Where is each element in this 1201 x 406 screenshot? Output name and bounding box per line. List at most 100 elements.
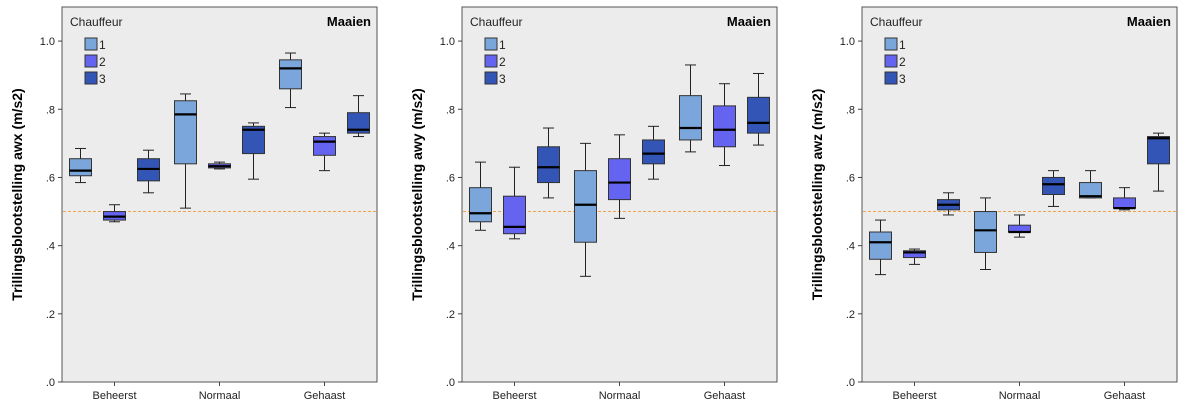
x-tick-label: Normaal bbox=[599, 390, 641, 402]
box-iqr bbox=[869, 231, 892, 260]
box-normaal-chauffeur-1 bbox=[174, 93, 197, 209]
y-tick-label: .2 bbox=[446, 309, 455, 321]
box-beheerst-chauffeur-2 bbox=[103, 204, 126, 223]
legend-swatch-2 bbox=[884, 54, 898, 68]
legend-swatch-2 bbox=[84, 54, 98, 68]
y-axis-label: Trillingsblootstelling awy (m/s2) bbox=[409, 88, 425, 300]
legend-label-3: 3 bbox=[499, 72, 506, 86]
y-tick-label: .2 bbox=[46, 309, 55, 321]
box-iqr bbox=[174, 100, 197, 165]
box-normaal-chauffeur-2 bbox=[1008, 214, 1031, 238]
box-iqr bbox=[1042, 176, 1065, 195]
y-tick-label: .4 bbox=[446, 241, 455, 253]
box-iqr bbox=[713, 105, 736, 148]
legend-label-1: 1 bbox=[899, 38, 906, 52]
box-gehaast-chauffeur-3 bbox=[747, 72, 770, 146]
box-gehaast-chauffeur-2 bbox=[313, 132, 336, 172]
chart-panel-awz: .0 .2 .4 .6 .8 1.0 Trillingsblootstelling awz … bbox=[800, 0, 1200, 406]
box-normaal-chauffeur-3 bbox=[642, 125, 665, 180]
box-iqr bbox=[608, 158, 631, 201]
box-iqr bbox=[642, 139, 665, 165]
box-gehaast-chauffeur-2 bbox=[1113, 187, 1136, 211]
box-iqr bbox=[1113, 197, 1136, 209]
box-gehaast-chauffeur-1 bbox=[1079, 170, 1102, 199]
y-tick-label: .6 bbox=[446, 172, 455, 184]
panel-annotation: Maaien bbox=[727, 14, 771, 29]
box-iqr bbox=[469, 187, 492, 223]
box-gehaast-chauffeur-3 bbox=[347, 95, 370, 138]
box-gehaast-chauffeur-3 bbox=[1147, 132, 1170, 192]
legend-title: Chauffeur bbox=[470, 15, 522, 29]
y-tick-label: .4 bbox=[46, 241, 55, 253]
box-normaal-chauffeur-1 bbox=[974, 197, 997, 270]
y-tick-label: .8 bbox=[446, 104, 455, 116]
y-tick-label: .0 bbox=[846, 377, 855, 389]
legend-title: Chauffeur bbox=[870, 15, 922, 29]
y-tick-label: 1.0 bbox=[440, 36, 455, 48]
y-tick-label: .4 bbox=[846, 241, 855, 253]
y-axis-label: Trillingsblootstelling awz (m/s2) bbox=[809, 89, 825, 301]
y-tick-label: .0 bbox=[46, 377, 55, 389]
y-tick-label: .0 bbox=[446, 377, 455, 389]
legend-label-3: 3 bbox=[899, 72, 906, 86]
box-gehaast-chauffeur-1 bbox=[679, 64, 702, 153]
plot-area bbox=[861, 6, 1178, 383]
box-iqr bbox=[1079, 182, 1102, 199]
box-iqr bbox=[242, 125, 265, 155]
legend-label-1: 1 bbox=[99, 38, 106, 52]
legend-title: Chauffeur bbox=[70, 15, 122, 29]
box-iqr bbox=[974, 211, 997, 253]
box-beheerst-chauffeur-3 bbox=[937, 192, 960, 216]
y-tick-label: .6 bbox=[846, 172, 855, 184]
legend-label-1: 1 bbox=[499, 38, 506, 52]
box-beheerst-chauffeur-3 bbox=[537, 127, 560, 199]
box-iqr bbox=[279, 59, 302, 90]
boxplot-chart-awx: .0 .2 .4 .6 .8 1.0 Trillingsblootstelling awx … bbox=[9, 6, 378, 402]
legend-swatch-3 bbox=[884, 71, 898, 85]
panel-annotation: Maaien bbox=[1127, 14, 1171, 29]
panel-annotation: Maaien bbox=[327, 14, 371, 29]
box-beheerst-chauffeur-1 bbox=[869, 219, 892, 276]
x-tick-label: Gehaast bbox=[304, 390, 346, 402]
box-beheerst-chauffeur-3 bbox=[137, 149, 160, 194]
box-normaal-chauffeur-2 bbox=[208, 161, 231, 170]
y-tick-label: .8 bbox=[846, 104, 855, 116]
box-iqr bbox=[1147, 136, 1170, 165]
chart-panel-awy: .0 .2 .4 .6 .8 1.0 Trillingsblootstelling awy … bbox=[400, 0, 800, 406]
box-normaal-chauffeur-3 bbox=[1042, 170, 1065, 207]
x-tick-label: Beheerst bbox=[892, 390, 936, 402]
y-axis-label: Trillingsblootstelling awx (m/s2) bbox=[9, 88, 25, 300]
x-tick-label: Beheerst bbox=[92, 390, 136, 402]
box-beheerst-chauffeur-2 bbox=[903, 248, 926, 265]
legend-label-3: 3 bbox=[99, 72, 106, 86]
box-beheerst-chauffeur-1 bbox=[469, 161, 492, 231]
legend-swatch-1 bbox=[884, 37, 898, 51]
box-normaal-chauffeur-2 bbox=[608, 134, 631, 219]
box-gehaast-chauffeur-1 bbox=[279, 52, 302, 109]
box-beheerst-chauffeur-1 bbox=[69, 147, 92, 184]
y-tick-label: .2 bbox=[846, 309, 855, 321]
box-iqr bbox=[347, 112, 370, 134]
boxplot-chart-awz: .0 .2 .4 .6 .8 1.0 Trillingsblootstelling awz … bbox=[809, 6, 1178, 402]
y-tick-label: 1.0 bbox=[840, 36, 855, 48]
box-iqr bbox=[903, 250, 926, 259]
x-tick-label: Beheerst bbox=[492, 390, 536, 402]
boxplot-chart-awy: .0 .2 .4 .6 .8 1.0 Trillingsblootstelling awy … bbox=[409, 6, 778, 402]
legend-swatch-3 bbox=[484, 71, 498, 85]
x-tick-label: Normaal bbox=[199, 390, 241, 402]
box-iqr bbox=[537, 146, 560, 184]
x-tick-label: Normaal bbox=[999, 390, 1041, 402]
box-iqr bbox=[313, 136, 336, 156]
legend-swatch-3 bbox=[84, 71, 98, 85]
legend-label-2: 2 bbox=[899, 55, 906, 69]
y-tick-label: .6 bbox=[46, 172, 55, 184]
x-tick-label: Gehaast bbox=[704, 390, 746, 402]
box-normaal-chauffeur-1 bbox=[574, 142, 597, 277]
legend-swatch-2 bbox=[484, 54, 498, 68]
plot-area bbox=[61, 6, 378, 383]
legend-label-2: 2 bbox=[99, 55, 106, 69]
x-tick-label: Gehaast bbox=[1104, 390, 1146, 402]
legend-label-2: 2 bbox=[499, 55, 506, 69]
y-tick-label: .8 bbox=[46, 104, 55, 116]
legend-swatch-1 bbox=[84, 37, 98, 51]
